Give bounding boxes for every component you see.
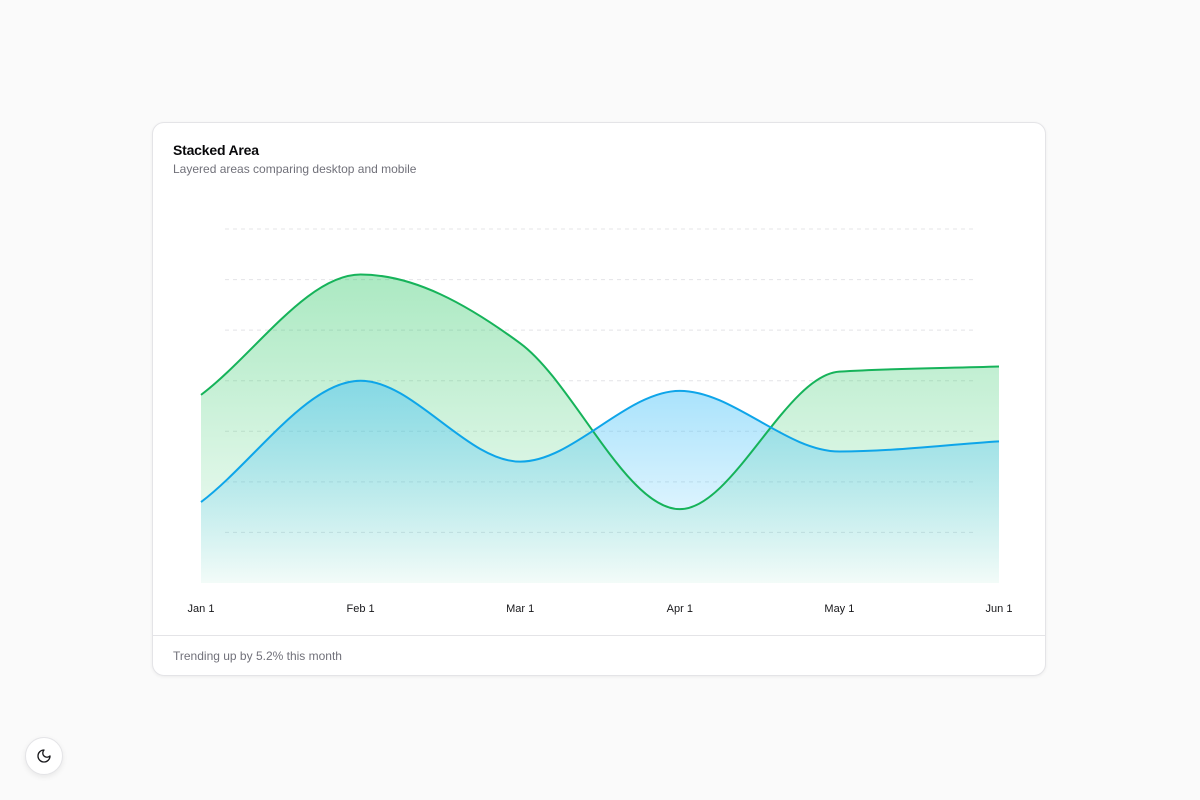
x-tick-label: Mar 1 [506, 603, 534, 615]
x-tick-label: Jan 1 [188, 603, 215, 615]
x-tick-label: May 1 [824, 603, 854, 615]
trend-text: Trending up by 5.2% this month [173, 649, 342, 663]
x-tick-label: Apr 1 [667, 603, 693, 615]
chart-area: Jan 1 Feb 1 Mar 1 Apr 1 May 1 Jun 1 [153, 183, 1045, 637]
card-title: Stacked Area [173, 142, 259, 158]
x-tick-label: Jun 1 [986, 603, 1013, 615]
area-mobile [201, 380, 999, 583]
line-desktop [200, 273, 1000, 511]
x-axis-ticks: Jan 1 Feb 1 Mar 1 Apr 1 May 1 Jun 1 [188, 603, 1013, 615]
card-subtitle: Layered areas comparing desktop and mobi… [173, 162, 417, 176]
chart-card: Stacked Area Layered areas comparing des… [152, 122, 1046, 676]
series-lines [200, 273, 1000, 511]
stacked-area-chart: Jan 1 Feb 1 Mar 1 Apr 1 May 1 Jun 1 [188, 228, 1013, 615]
card-footer: Trending up by 5.2% this month [153, 635, 1045, 675]
moon-icon [37, 749, 51, 763]
theme-toggle-button[interactable] [25, 737, 63, 775]
card-header: Stacked Area Layered areas comparing des… [173, 141, 416, 177]
x-tick-label: Feb 1 [347, 603, 375, 615]
line-mobile [200, 379, 1000, 503]
series-areas [201, 274, 999, 583]
